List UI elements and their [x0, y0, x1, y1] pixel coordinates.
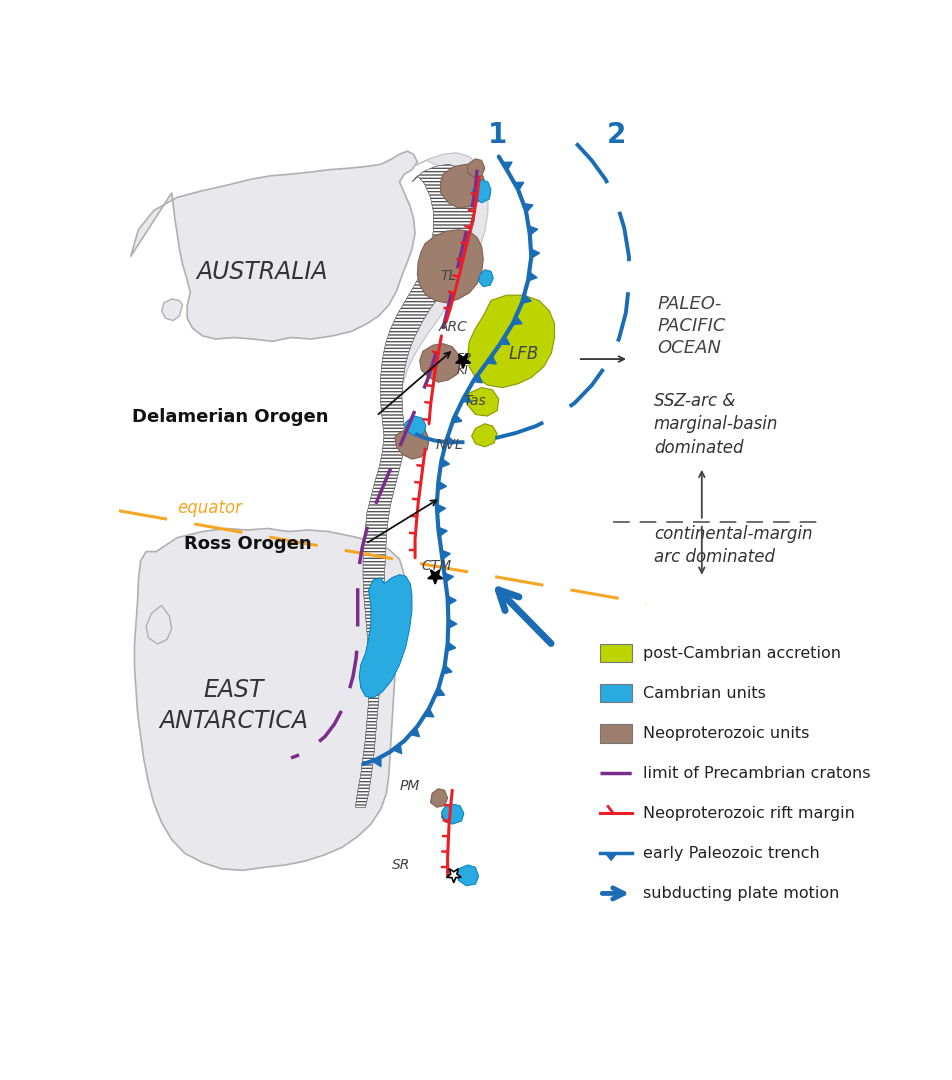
- Polygon shape: [447, 596, 456, 605]
- Polygon shape: [456, 354, 470, 368]
- Polygon shape: [500, 336, 509, 345]
- Text: PALEO-
PACIFIC
OCEAN: PALEO- PACIFIC OCEAN: [658, 295, 726, 356]
- Text: PM: PM: [400, 780, 420, 793]
- Polygon shape: [395, 426, 429, 459]
- Bar: [600, 684, 632, 702]
- Text: 1: 1: [487, 121, 506, 149]
- Polygon shape: [466, 388, 499, 416]
- Text: AUSTRALIA: AUSTRALIA: [197, 260, 328, 284]
- Polygon shape: [531, 248, 540, 258]
- Text: NVL: NVL: [435, 438, 463, 453]
- Polygon shape: [522, 295, 531, 303]
- Polygon shape: [473, 337, 492, 356]
- Text: limit of Precambrian cratons: limit of Precambrian cratons: [643, 766, 870, 781]
- Polygon shape: [528, 272, 537, 281]
- Text: LFB: LFB: [508, 346, 538, 363]
- Text: post-Cambrian accretion: post-Cambrian accretion: [643, 646, 841, 661]
- Polygon shape: [446, 436, 455, 445]
- Text: 2: 2: [606, 121, 626, 149]
- Text: Tas: Tas: [464, 394, 486, 408]
- Polygon shape: [355, 164, 475, 807]
- Polygon shape: [524, 203, 533, 213]
- Text: Delamerian Orogen: Delamerian Orogen: [131, 408, 328, 427]
- Polygon shape: [503, 162, 512, 171]
- Polygon shape: [479, 270, 493, 286]
- Text: KI: KI: [457, 364, 469, 378]
- Text: ARC: ARC: [438, 321, 467, 335]
- Polygon shape: [410, 728, 420, 737]
- Polygon shape: [424, 708, 434, 717]
- Text: equator: equator: [177, 499, 242, 517]
- Polygon shape: [368, 152, 488, 539]
- Polygon shape: [462, 393, 471, 402]
- Polygon shape: [471, 423, 497, 447]
- Polygon shape: [452, 414, 462, 423]
- Text: EAST
ANTARCTICA: EAST ANTARCTICA: [159, 678, 308, 733]
- Polygon shape: [448, 619, 457, 629]
- Polygon shape: [162, 299, 183, 321]
- Bar: [600, 644, 632, 662]
- Text: continental-margin
arc dominated: continental-margin arc dominated: [654, 525, 812, 566]
- Polygon shape: [441, 550, 450, 559]
- Text: Cambrian units: Cambrian units: [643, 686, 765, 701]
- Polygon shape: [438, 482, 446, 490]
- Text: SR: SR: [392, 858, 410, 872]
- Polygon shape: [359, 575, 412, 698]
- Polygon shape: [355, 164, 475, 807]
- Polygon shape: [446, 868, 461, 882]
- Text: TL: TL: [441, 269, 457, 283]
- Polygon shape: [130, 151, 417, 341]
- Polygon shape: [442, 805, 464, 824]
- Polygon shape: [467, 159, 485, 177]
- Polygon shape: [435, 687, 445, 696]
- Polygon shape: [514, 183, 524, 190]
- Polygon shape: [420, 343, 460, 382]
- Text: Ross Orogen: Ross Orogen: [184, 536, 311, 553]
- Text: early Paleozoic trench: early Paleozoic trench: [643, 846, 820, 861]
- Polygon shape: [417, 230, 484, 302]
- Text: Neoproterozoic rift margin: Neoproterozoic rift margin: [643, 806, 855, 821]
- Polygon shape: [442, 807, 459, 823]
- Polygon shape: [605, 853, 617, 861]
- Polygon shape: [512, 316, 522, 324]
- Polygon shape: [446, 643, 456, 651]
- Text: CTM: CTM: [421, 559, 451, 573]
- Polygon shape: [134, 528, 405, 870]
- Polygon shape: [456, 865, 479, 886]
- Polygon shape: [467, 295, 555, 388]
- Polygon shape: [441, 164, 485, 208]
- Polygon shape: [146, 606, 171, 644]
- Polygon shape: [441, 458, 449, 468]
- Text: SSZ-arc &
marginal-basin
dominated: SSZ-arc & marginal-basin dominated: [654, 392, 778, 457]
- Polygon shape: [372, 757, 381, 767]
- Polygon shape: [443, 665, 452, 674]
- Text: Neoproterozoic units: Neoproterozoic units: [643, 726, 809, 741]
- Polygon shape: [438, 527, 447, 537]
- Polygon shape: [486, 355, 496, 364]
- Polygon shape: [393, 744, 402, 754]
- Polygon shape: [405, 416, 426, 436]
- Polygon shape: [473, 374, 483, 382]
- Polygon shape: [437, 504, 446, 513]
- Text: subducting plate motion: subducting plate motion: [643, 886, 840, 901]
- Polygon shape: [430, 788, 447, 807]
- Polygon shape: [472, 179, 491, 203]
- Text: FP: FP: [457, 352, 471, 365]
- Polygon shape: [427, 570, 443, 584]
- Polygon shape: [445, 573, 453, 582]
- Polygon shape: [528, 226, 538, 235]
- Bar: [600, 724, 632, 743]
